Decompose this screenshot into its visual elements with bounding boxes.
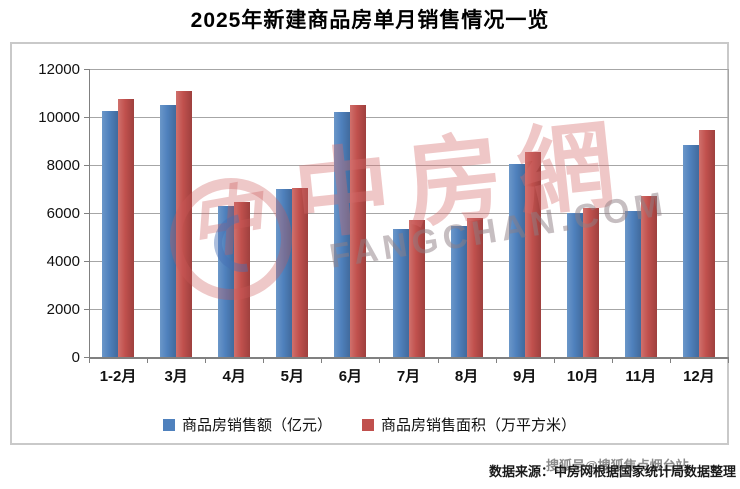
x-tick-2 xyxy=(205,357,207,363)
x-axis-label-9月: 9月 xyxy=(512,368,537,385)
x-tick-11 xyxy=(728,357,729,363)
y-axis-label-12000: 12000 xyxy=(38,61,80,78)
x-tick-4 xyxy=(321,357,323,363)
data-source-text: 数据来源：中房网根据国家统计局数据整理 xyxy=(488,464,736,479)
x-axis-label-11月: 11月 xyxy=(625,368,657,385)
x-tick-9 xyxy=(611,357,613,363)
y-axis-label-10000: 10000 xyxy=(38,109,80,126)
bar-sales-1-2月 xyxy=(102,111,119,357)
y-tick-10000 xyxy=(84,117,89,118)
gridline-6000 xyxy=(89,213,728,214)
y-tick-8000 xyxy=(84,165,89,166)
x-tick-1 xyxy=(147,357,149,363)
y-axis xyxy=(89,69,90,362)
page-title: 2025年新建商品房单月销售情况一览 xyxy=(190,9,550,32)
x-axis-label-8月: 8月 xyxy=(454,368,479,385)
x-tick-10 xyxy=(669,357,671,363)
legend-label: 商品房销售面积（万平方米） xyxy=(381,417,577,434)
y-axis-label-6000: 6000 xyxy=(46,205,80,222)
bar-sales-4月 xyxy=(218,205,235,357)
x-axis-label-10月: 10月 xyxy=(566,368,599,385)
bar-sales-12月 xyxy=(682,144,699,357)
x-tick-8 xyxy=(553,357,555,363)
sohu-account-watermark: 搜狐号@搜狐焦点烟台站 xyxy=(546,458,689,473)
x-tick-7 xyxy=(495,357,497,363)
x-tick-0 xyxy=(89,357,90,363)
x-tick-6 xyxy=(437,357,439,363)
x-axis xyxy=(89,357,728,359)
plot-right-border xyxy=(728,69,729,357)
y-tick-12000 xyxy=(84,69,89,70)
bar-area-3月 xyxy=(176,90,193,357)
bar-area-1-2月 xyxy=(118,99,135,357)
gridline-12000 xyxy=(89,69,728,70)
bar-sales-9月 xyxy=(508,163,525,357)
bar-area-10月 xyxy=(582,208,599,357)
x-axis-label-3月: 3月 xyxy=(164,368,188,385)
legend-item-area: 商品房销售面积（万平方米） xyxy=(362,414,576,435)
y-axis-label-8000: 8000 xyxy=(46,157,80,174)
gridline-10000 xyxy=(89,117,728,118)
y-axis-label-0: 0 xyxy=(71,349,80,366)
x-axis-label-4月: 4月 xyxy=(222,368,246,385)
bar-area-12月 xyxy=(698,130,715,357)
bar-area-6月 xyxy=(350,105,367,357)
x-axis-label-1-2月: 1-2月 xyxy=(99,368,137,385)
y-tick-4000 xyxy=(84,261,89,262)
bar-area-9月 xyxy=(524,151,541,357)
bar-area-11月 xyxy=(640,196,657,357)
y-tick-0 xyxy=(84,357,89,358)
bar-sales-5月 xyxy=(276,189,293,357)
x-axis-label-7月: 7月 xyxy=(396,368,421,385)
legend-swatch-icon xyxy=(362,418,374,431)
bar-sales-7月 xyxy=(392,228,409,357)
bar-area-8月 xyxy=(466,217,483,357)
y-axis-label-2000: 2000 xyxy=(46,301,80,318)
legend-label: 商品房销售额（亿元） xyxy=(181,417,332,434)
bar-sales-3月 xyxy=(160,105,177,357)
x-axis-label-6月: 6月 xyxy=(338,368,363,385)
chart-legend: 商品房销售额（亿元） 商品房销售面积（万平方米） xyxy=(12,414,727,435)
x-tick-3 xyxy=(263,357,265,363)
gridline-8000 xyxy=(89,165,728,166)
bar-area-5月 xyxy=(292,187,309,357)
x-tick-5 xyxy=(379,357,381,363)
y-tick-6000 xyxy=(84,213,89,214)
x-axis-label-5月: 5月 xyxy=(280,368,304,385)
y-axis-label-4000: 4000 xyxy=(46,253,80,270)
legend-swatch-icon xyxy=(162,418,175,431)
bar-area-7月 xyxy=(408,220,425,357)
bar-sales-10月 xyxy=(566,213,583,357)
bar-area-4月 xyxy=(234,202,251,357)
legend-item-sales: 商品房销售额（亿元） xyxy=(162,414,332,435)
bar-sales-6月 xyxy=(334,112,351,357)
y-tick-2000 xyxy=(84,309,89,310)
x-axis-label-12月: 12月 xyxy=(683,368,715,385)
bar-sales-11月 xyxy=(624,210,641,357)
plot-area: 0 2000 4000 6000 8000 10000 12000 1-2月 3月 4月 5月 6月 7… xyxy=(12,44,729,443)
chart-container: 0 2000 4000 6000 8000 10000 12000 1-2月 3月 4月 5月 6月 7… xyxy=(10,42,729,445)
bar-sales-8月 xyxy=(450,226,467,357)
